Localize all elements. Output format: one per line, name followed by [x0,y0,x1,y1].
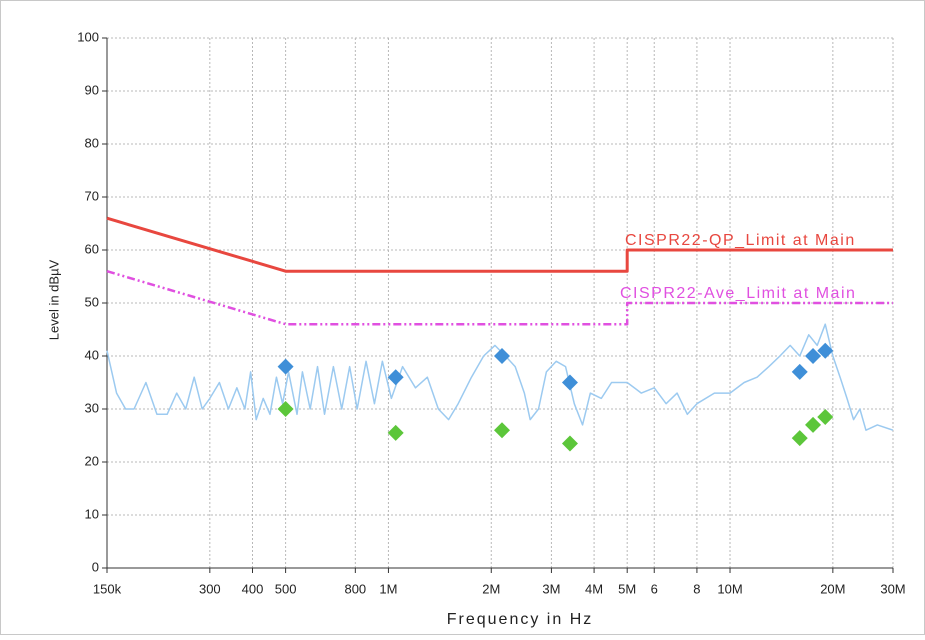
y-tick-label: 40 [85,347,99,362]
x-tick-label: 5M [618,581,636,596]
x-tick-label: 20M [820,581,845,596]
x-tick-label: 4M [585,581,603,596]
data-marker [493,348,510,364]
y-tick-label: 30 [85,400,99,415]
data-marker [387,424,404,441]
data-marker [817,408,834,425]
data-marker [561,374,578,391]
y-tick-label: 10 [85,506,99,521]
x-tick-label: 300 [199,581,221,596]
y-tick-label: 100 [77,29,99,44]
spectrum-trace [106,323,894,431]
x-axis-label: Frequency in Hz [447,611,594,628]
y-tick-label: 50 [85,294,99,309]
x-tick-label: 2M [482,581,500,596]
data-marker [791,430,808,447]
x-tick-label: 150k [93,581,122,596]
y-tick-label: 80 [85,135,99,150]
data-marker [805,348,822,364]
y-tick-label: 60 [85,241,99,256]
data-marker [791,363,808,380]
data-marker [277,358,294,375]
data-marker [561,435,578,452]
x-tick-label: 10M [717,581,742,596]
x-tick-label: 500 [275,581,297,596]
ave-limit-annotation: CISPR22-Ave_Limit at Main [620,285,856,302]
y-tick-label: 90 [85,82,99,97]
limit-line [106,216,893,273]
y-tick-label: 0 [92,559,99,574]
data-marker [817,342,834,359]
data-marker [387,369,404,386]
x-tick-label: 6 [651,581,658,596]
x-tick-label: 800 [344,581,366,596]
y-tick-label: 70 [85,188,99,203]
x-tick-label: 30M [880,581,905,596]
y-tick-label: 20 [85,453,99,468]
data-marker [493,422,510,439]
limit-line [106,270,893,326]
x-tick-label: 1M [379,581,397,596]
data-marker [805,416,822,433]
qp-limit-annotation: CISPR22-QP_Limit at Main [625,232,856,249]
x-tick-label: 400 [242,581,264,596]
y-axis-label: Level in dBµV [46,259,61,340]
x-tick-label: 8 [693,581,700,596]
data-marker [277,401,294,417]
x-tick-label: 3M [542,581,560,596]
